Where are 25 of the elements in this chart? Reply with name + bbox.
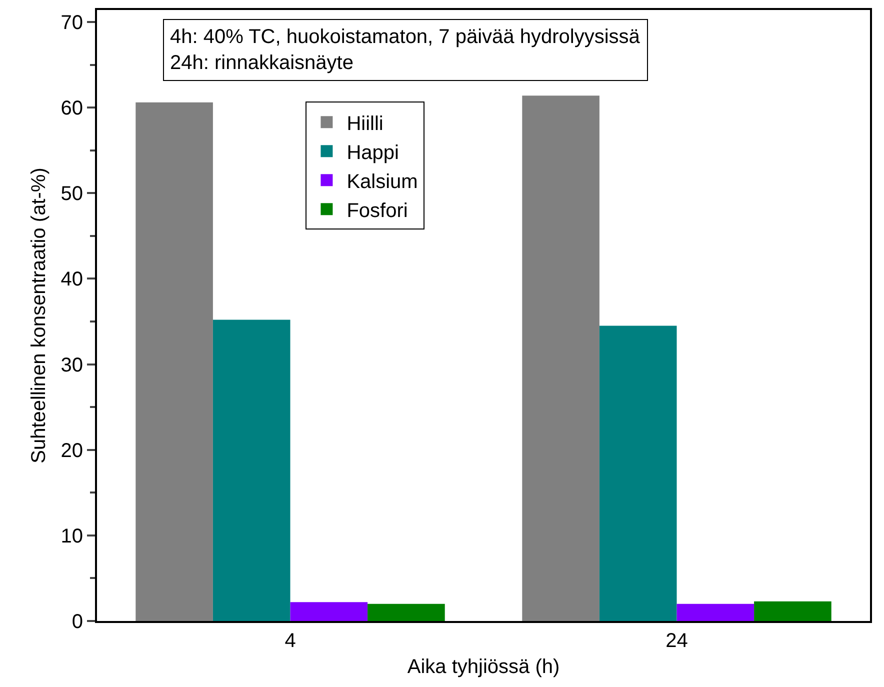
bar: [522, 96, 600, 621]
x-tick-label: 24: [666, 630, 688, 652]
bar: [599, 326, 677, 621]
legend-label: Hiilli: [346, 112, 384, 135]
y-tick-label: 10: [60, 525, 83, 548]
y-tick-label: 40: [60, 268, 83, 291]
y-tick-label: 50: [60, 183, 83, 206]
bar: [368, 604, 445, 621]
y-axis-title: Suhteellinen konsentraatio (at-%): [28, 168, 50, 464]
y-tick-label: 70: [60, 12, 83, 34]
bar: [290, 602, 368, 621]
bar: [212, 320, 290, 621]
x-tick-label: 4: [284, 630, 296, 652]
annotation: 4h: 40% TC, huokoistamaton, 7 päivää hydrolyysissä 24h: rinnakkaisnäyte: [170, 26, 641, 74]
x-axis-title: Aika tyhjiössä (h): [407, 656, 560, 678]
bar: [676, 604, 754, 621]
bar: [754, 601, 832, 621]
legend-label: Kalsium: [346, 170, 418, 193]
bar: [136, 102, 213, 621]
legend-label: Happi: [346, 142, 399, 164]
y-tick-label: 60: [60, 98, 83, 120]
y-tick-label: 20: [60, 440, 83, 462]
y-tick-label: 30: [60, 354, 83, 376]
legend-label: Fosfori: [346, 200, 408, 222]
y-tick-label: 0: [72, 611, 83, 633]
